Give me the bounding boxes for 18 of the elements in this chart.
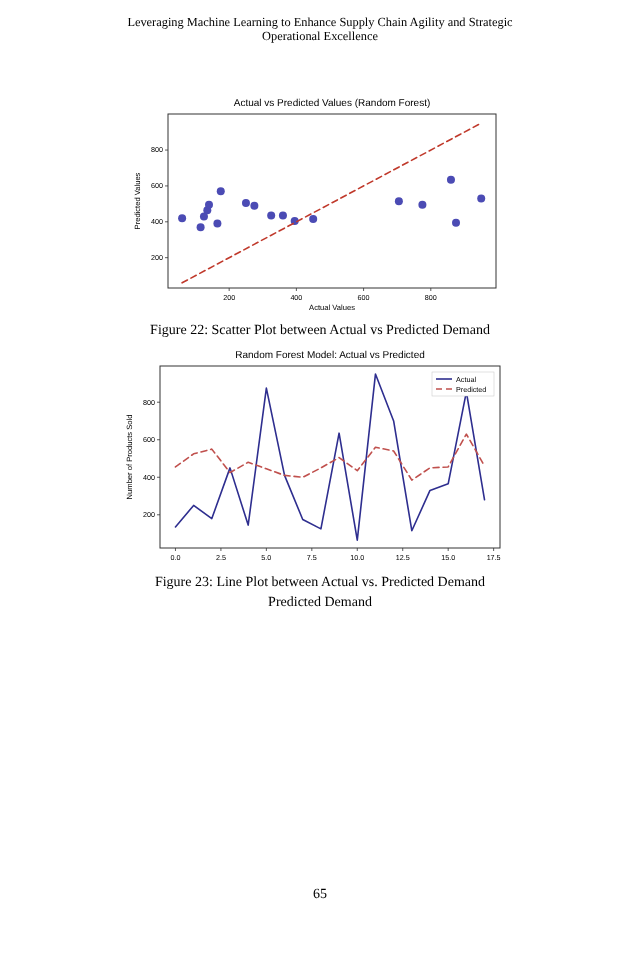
line-series	[174, 373, 486, 541]
point	[418, 200, 427, 209]
point	[446, 175, 455, 184]
point	[199, 212, 208, 221]
line-series	[174, 433, 486, 481]
point	[278, 211, 287, 220]
point	[452, 218, 461, 227]
point	[205, 200, 213, 209]
point	[477, 194, 486, 203]
point	[394, 197, 403, 206]
point	[216, 187, 225, 196]
point	[196, 223, 205, 232]
point	[241, 198, 250, 207]
point	[213, 219, 222, 228]
point	[250, 201, 259, 210]
point	[178, 214, 187, 223]
point	[267, 211, 276, 220]
point	[309, 215, 318, 224]
